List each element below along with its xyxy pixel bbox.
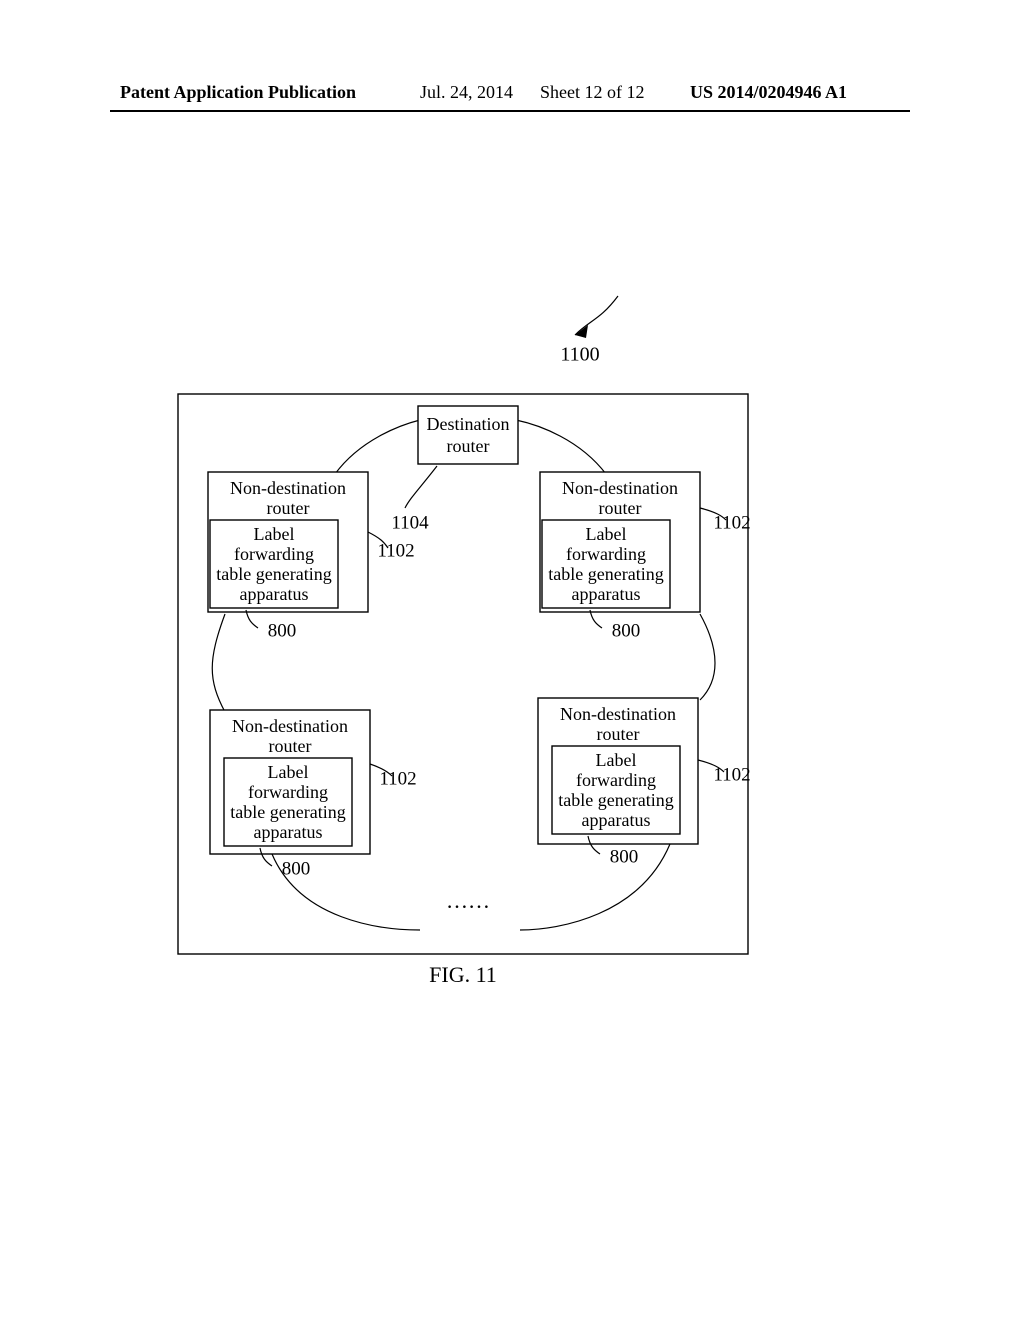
nondest-tl-ref: 1102 (377, 540, 414, 561)
nondest-tr-title1: Non-destination (562, 478, 678, 498)
nondest-tr-ref: 1102 (713, 512, 750, 533)
destination-title-2: router (447, 436, 490, 456)
nondest-tr-inner4: apparatus (572, 584, 641, 604)
nondest-bl-inner-ref: 800 (282, 858, 311, 879)
nondest-br-title1: Non-destination (560, 704, 676, 724)
nondest-bl-title1: Non-destination (232, 716, 348, 736)
nondest-tl-title1: Non-destination (230, 478, 346, 498)
destination-router: Destination router 1104 (391, 406, 518, 533)
nondest-tl-inner1: Label (254, 524, 295, 544)
destination-ref: 1104 (391, 512, 429, 533)
nondest-tl-inner3: table generating (216, 564, 331, 584)
nondest-br-inner3: table generating (558, 790, 673, 810)
nondest-br-inner2: forwarding (576, 770, 656, 790)
nondest-tl-inner-ref: 800 (268, 620, 297, 641)
nondest-router-bottom-right: Non-destination router Label forwarding … (538, 698, 751, 867)
page: Patent Application Publication Jul. 24, … (0, 0, 1024, 1320)
system-ref-arrow (575, 296, 618, 338)
nondest-br-inner4: apparatus (582, 810, 651, 830)
nondest-br-ref: 1102 (713, 764, 750, 785)
system-ref-label: 1100 (560, 344, 599, 366)
nondest-router-bottom-left: Non-destination router Label forwarding … (210, 710, 417, 879)
nondest-br-inner1: Label (596, 750, 637, 770)
nondest-tl-inner2: forwarding (234, 544, 314, 564)
figure-caption: FIG. 11 (429, 962, 497, 987)
nondest-tl-title2: router (267, 498, 310, 518)
nondest-br-inner-ref: 800 (610, 846, 639, 867)
nondest-tl-inner4: apparatus (240, 584, 309, 604)
nondest-router-top-left: Non-destination router Label forwarding … (208, 472, 415, 641)
nondest-bl-ref: 1102 (379, 768, 416, 789)
nondest-tr-inner2: forwarding (566, 544, 646, 564)
nondest-bl-inner1: Label (268, 762, 309, 782)
ellipsis: …… (446, 888, 490, 913)
nondest-tr-title2: router (599, 498, 642, 518)
nondest-bl-inner4: apparatus (254, 822, 323, 842)
nondest-router-top-right: Non-destination router Label forwarding … (540, 472, 751, 641)
nondest-tr-inner3: table generating (548, 564, 663, 584)
figure-svg: 1100 Destination router 1104 (0, 0, 1024, 1320)
nondest-tr-inner1: Label (586, 524, 627, 544)
nondest-tr-inner-ref: 800 (612, 620, 641, 641)
nondest-bl-title2: router (269, 736, 312, 756)
destination-title-1: Destination (427, 414, 510, 434)
nondest-bl-inner2: forwarding (248, 782, 328, 802)
nondest-bl-inner3: table generating (230, 802, 345, 822)
nondest-br-title2: router (597, 724, 640, 744)
